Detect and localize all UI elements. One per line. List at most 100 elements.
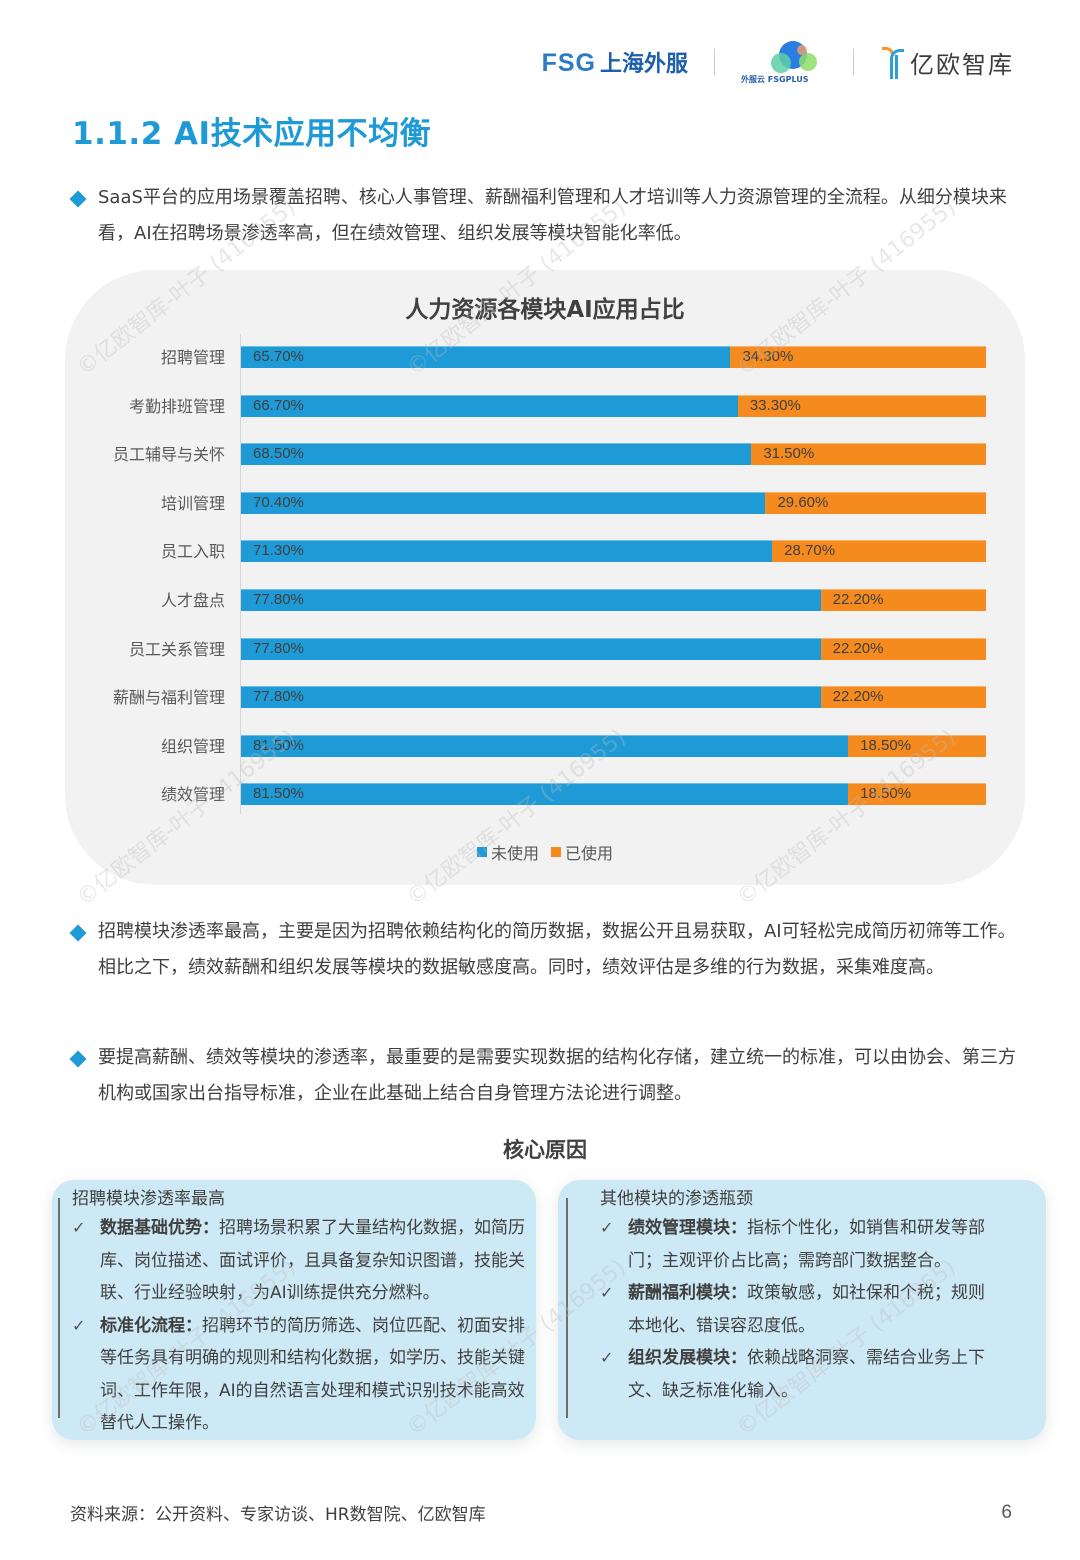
reason-item: ✓ 数据基础优势：招聘场景积累了大量结构化数据，如简历库、岗位描述、面试评价，且…	[72, 1212, 528, 1310]
stacked-bar: 81.50% 18.50%	[241, 734, 986, 757]
category-label: 招聘管理	[160, 348, 225, 367]
reason-item: ✓ 绩效管理模块：指标个性化，如销售和研发等部门；主观评价占比高；需跨部门数据整…	[600, 1212, 1000, 1277]
value-label: 65.70%	[253, 348, 304, 365]
chart-row: 培训管理 70.40% 29.60%	[65, 491, 1025, 514]
chart-y-axis	[240, 334, 241, 814]
value-label: 22.20%	[832, 688, 884, 706]
bar-segment-unused: 68.50%	[241, 443, 752, 466]
reason-item: ✓ 薪酬福利模块：政策敏感，如社保和个税；规则本地化、错误容忍度低。	[600, 1277, 1000, 1342]
stacked-bar: 77.80% 22.20%	[241, 589, 986, 611]
value-label: 77.80%	[253, 688, 304, 706]
stacked-bar: 77.80% 22.20%	[241, 686, 986, 709]
category-label: 组织管理	[160, 736, 225, 756]
bar-segment-used: 22.20%	[820, 589, 986, 611]
analysis-paragraph: 招聘模块渗透率最高，主要是因为招聘依赖结构化的简历数据，数据公开且易获取，AI可…	[69, 914, 1020, 986]
value-label: 22.20%	[832, 639, 884, 657]
check-icon: ✓	[600, 1283, 614, 1302]
chart-row: 员工辅导与关怀 68.50% 31.50%	[65, 443, 1025, 466]
reason-item: ✓ 组织发展模块：依赖战略洞察、需结合业务上下文、缺乏标准化输入。	[600, 1342, 1000, 1407]
category-label: 员工入职	[160, 542, 225, 562]
stacked-bar: 71.30% 28.70%	[241, 540, 986, 563]
cloud-icon-part	[799, 53, 817, 71]
bar-segment-unused: 77.80%	[241, 686, 821, 709]
bar-segment-used: 28.70%	[772, 540, 986, 563]
stacked-bar: 70.40% 29.60%	[241, 491, 986, 514]
check-icon: ✓	[72, 1218, 86, 1237]
legend-item-unused: 未使用	[476, 840, 539, 864]
bar-segment-used: 29.60%	[765, 491, 986, 514]
diamond-bullet-icon	[69, 1050, 87, 1068]
paragraph-text: 招聘模块渗透率最高，主要是因为招聘依赖结构化的简历数据，数据公开且易获取，AI可…	[98, 921, 1016, 978]
check-icon: ✓	[600, 1348, 614, 1367]
check-icon: ✓	[600, 1218, 614, 1237]
bar-segment-used: 31.50%	[751, 443, 986, 466]
category-label: 人才盘点	[160, 591, 225, 610]
category-label: 培训管理	[160, 493, 225, 513]
stacked-bar: 81.50% 18.50%	[241, 783, 986, 806]
value-label: 70.40%	[253, 493, 304, 511]
reason-label: 组织发展模块：	[628, 1348, 747, 1368]
bar-segment-used: 34.30%	[730, 346, 986, 368]
value-label: 31.50%	[763, 445, 815, 463]
stacked-bar: 65.70% 34.30%	[241, 346, 986, 368]
category-label: 考勤排班管理	[128, 396, 225, 416]
reason-text: 指标个性化，如销售和研发等部门；主观评价占比高；需跨部门数据整合。	[628, 1218, 985, 1271]
legend-swatch-unused	[476, 847, 487, 857]
page-number: 6	[1001, 1502, 1012, 1523]
bar-segment-used: 22.20%	[820, 686, 986, 709]
bottleneck-reasons-box: 其他模块的渗透瓶颈 ✓ 绩效管理模块：指标个性化，如销售和研发等部门；主观评价占…	[558, 1180, 1046, 1440]
stacked-bar: 66.70% 33.30%	[241, 394, 986, 417]
fsgplus-logo: 外服云 FSGPLUS	[741, 39, 827, 85]
chart-title: 人力资源各模块AI应用占比	[405, 297, 685, 323]
legend-swatch-used	[551, 847, 561, 857]
stacked-bar: 77.80% 22.20%	[241, 637, 986, 660]
legend-label: 已使用	[565, 844, 614, 863]
bar-segment-unused: 66.70%	[241, 394, 738, 417]
paragraph-text: SaaS平台的应用场景覆盖招聘、核心人事管理、薪酬福利管理和人才培训等人力资源管…	[98, 187, 1007, 244]
legend-item-used: 已使用	[551, 840, 613, 864]
bar-segment-used: 18.50%	[848, 734, 986, 757]
value-label: 34.30%	[742, 348, 794, 365]
box-divider-line	[566, 1198, 568, 1418]
fsg-logo-en: FSG	[541, 49, 596, 77]
value-label: 18.50%	[860, 785, 912, 803]
stacked-bar: 68.50% 31.50%	[241, 443, 986, 466]
reason-text: 依赖战略洞察、需结合业务上下文、缺乏标准化输入。	[628, 1348, 985, 1401]
chart-row: 招聘管理 65.70% 34.30%	[65, 346, 1025, 368]
recruitment-reasons-box: 招聘模块渗透率最高 ✓ 数据基础优势：招聘场景积累了大量结构化数据，如简历库、岗…	[52, 1180, 536, 1440]
category-label: 绩效管理	[160, 785, 225, 805]
logo-divider	[714, 49, 715, 75]
box-divider-line	[58, 1198, 60, 1418]
legend-label: 未使用	[490, 844, 539, 863]
value-label: 66.70%	[253, 396, 304, 414]
bar-segment-used: 22.20%	[820, 637, 986, 660]
bar-segment-unused: 65.70%	[241, 346, 731, 368]
category-label: 薪酬与福利管理	[112, 688, 225, 708]
core-reasons-title: 核心原因	[503, 1138, 587, 1162]
chart-panel: 人力资源各模块AI应用占比 招聘管理 65.70% 34.30% 考勤排班管理 66.7…	[65, 270, 1025, 885]
value-label: 29.60%	[777, 493, 829, 511]
bar-segment-unused: 70.40%	[241, 491, 766, 514]
fsg-logo-cn: 上海外服	[599, 52, 688, 77]
chart-row: 绩效管理 81.50% 18.50%	[65, 783, 1025, 806]
intro-paragraph: SaaS平台的应用场景覆盖招聘、核心人事管理、薪酬福利管理和人才培训等人力资源管…	[69, 180, 1020, 252]
chart-row: 人才盘点 77.80% 22.20%	[65, 589, 1025, 611]
reason-label: 标准化流程：	[100, 1315, 202, 1336]
value-label: 81.50%	[253, 736, 304, 754]
chart-row: 组织管理 81.50% 18.50%	[65, 734, 1025, 757]
value-label: 81.50%	[253, 785, 304, 803]
value-label: 77.80%	[253, 639, 304, 657]
value-label: 33.30%	[749, 396, 801, 414]
fsg-logo: FSG 上海外服	[542, 46, 688, 78]
value-label: 77.80%	[253, 591, 304, 608]
value-label: 68.50%	[253, 445, 304, 463]
box-heading: 招聘模块渗透率最高	[72, 1189, 225, 1209]
yiou-mark-icon	[880, 45, 906, 79]
value-label: 18.50%	[860, 736, 912, 754]
reason-item: ✓ 标准化流程：招聘环节的简历筛选、岗位匹配、初面安排等任务具有明确的规则和结构…	[72, 1310, 528, 1440]
fsgplus-logo-text: 外服云 FSGPLUS	[741, 75, 809, 84]
value-label: 28.70%	[784, 542, 836, 560]
bar-segment-unused: 71.30%	[241, 540, 773, 563]
value-label: 71.30%	[253, 542, 304, 560]
diamond-bullet-icon	[69, 924, 87, 942]
